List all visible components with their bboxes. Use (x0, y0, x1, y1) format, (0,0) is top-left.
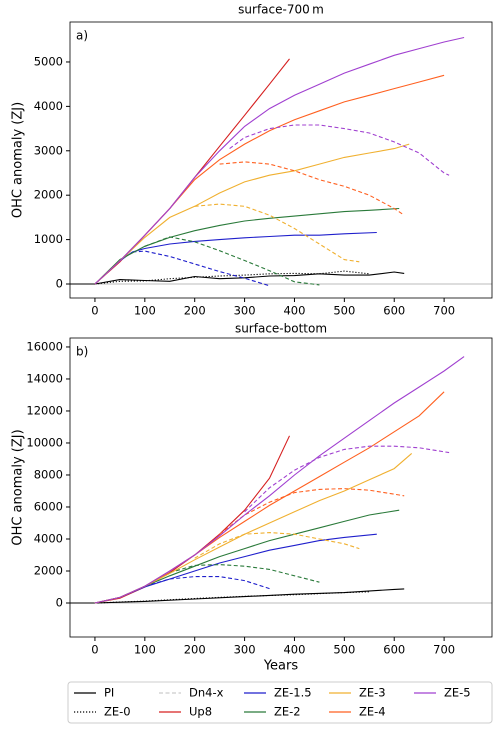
x-tick-label: 600 (383, 304, 405, 318)
y-tick-label: 2000 (34, 188, 63, 202)
y-axis-label: OHC anomaly (ZJ) (11, 429, 26, 545)
series-line (219, 161, 405, 216)
panel-label: a) (76, 29, 88, 43)
series-line (70, 271, 405, 285)
y-tick-label: 6000 (34, 499, 63, 513)
x-tick-label: 300 (234, 643, 256, 657)
series-line (94, 74, 445, 285)
y-tick-label: 3000 (34, 143, 63, 157)
y-tick-label: 4000 (34, 531, 63, 545)
x-tick-label: 200 (184, 643, 206, 657)
legend-label: PI (104, 686, 114, 700)
series-line (244, 445, 450, 513)
panel-label: b) (76, 345, 88, 359)
legend-label: ZE-2 (274, 705, 301, 719)
series-line (229, 124, 450, 176)
x-tick-label: 500 (333, 643, 355, 657)
panel-title: surface-700 m (238, 3, 324, 17)
series-line (94, 58, 290, 285)
series-line (94, 533, 377, 604)
y-tick-label: 10000 (26, 435, 63, 449)
series-line (194, 532, 360, 559)
legend-label: ZE-0 (104, 705, 131, 719)
legend-label: ZE-4 (359, 705, 386, 719)
y-tick-label: 8000 (34, 467, 63, 481)
series-line (94, 391, 445, 604)
x-axis-label: Years (263, 659, 299, 674)
y-tick-label: 14000 (26, 371, 63, 385)
y-tick-label: 0 (56, 595, 63, 609)
series-line (94, 143, 410, 285)
legend-label: Up8 (189, 705, 212, 719)
y-tick-label: 4000 (34, 99, 63, 113)
series-line (94, 591, 370, 604)
x-tick-label: 100 (134, 304, 156, 318)
legend-box (67, 681, 493, 724)
series-line (94, 356, 465, 604)
series-line (144, 236, 320, 286)
legend-label: ZE-5 (444, 686, 471, 700)
series-line (94, 452, 413, 604)
x-tick-label: 400 (283, 643, 305, 657)
series-line (144, 576, 270, 590)
legend-label: ZE-3 (359, 686, 386, 700)
plot-frame (69, 21, 493, 299)
plot-frame (69, 337, 493, 638)
y-tick-label: 1000 (34, 232, 63, 246)
y-tick-label: 12000 (26, 403, 63, 417)
x-tick-label: 700 (433, 643, 455, 657)
x-tick-label: 400 (283, 304, 305, 318)
series-line (94, 36, 465, 285)
y-tick-label: 0 (56, 277, 63, 291)
x-tick-label: 300 (234, 304, 256, 318)
x-tick-label: 200 (184, 304, 206, 318)
series-line (194, 203, 360, 263)
x-tick-label: 600 (383, 643, 405, 657)
legend-label: ZE-1.5 (274, 686, 312, 700)
y-tick-label: 2000 (34, 563, 63, 577)
y-axis-label: OHC anomaly (ZJ) (11, 102, 26, 218)
legend-label: Dn4-x (189, 686, 224, 700)
x-tick-label: 0 (91, 304, 98, 318)
y-tick-label: 5000 (34, 54, 63, 68)
x-tick-label: 100 (134, 643, 156, 657)
x-tick-label: 500 (333, 304, 355, 318)
panel-title: surface-bottom (235, 322, 327, 336)
x-tick-label: 0 (91, 643, 98, 657)
series-line (219, 488, 405, 535)
series-line (94, 207, 400, 285)
series-line (169, 564, 320, 583)
series-line (94, 435, 290, 604)
series-line (70, 588, 405, 604)
y-tick-label: 16000 (26, 339, 63, 353)
x-tick-label: 700 (433, 304, 455, 318)
series-line (94, 270, 370, 285)
